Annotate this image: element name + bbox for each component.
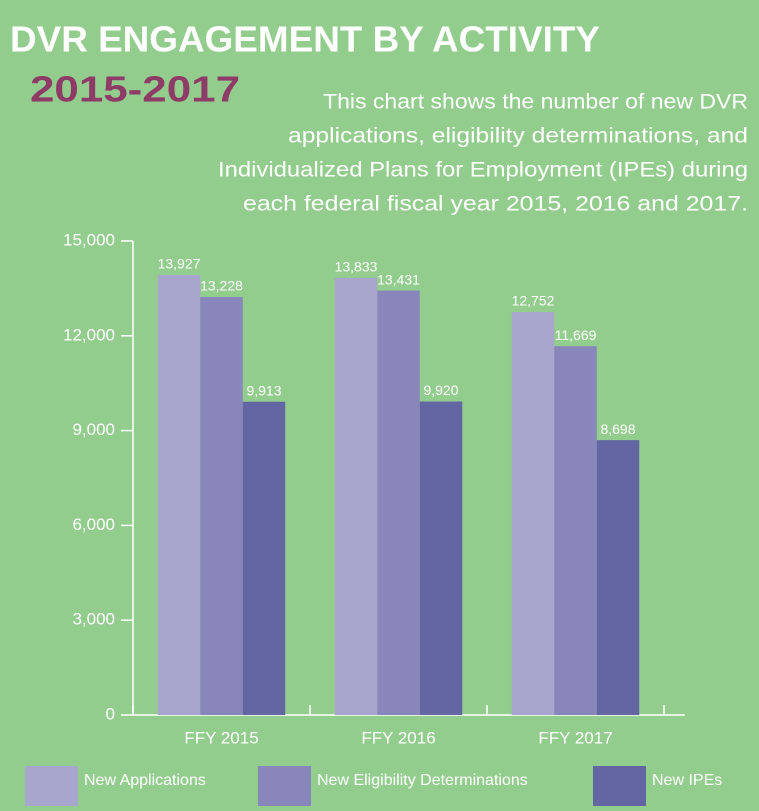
value-label: 13,431 <box>377 271 420 287</box>
value-label: 9,920 <box>423 382 458 398</box>
y-tick-label: 0 <box>106 704 115 723</box>
y-tick-label: 12,000 <box>63 325 115 344</box>
legend-swatch <box>258 766 311 806</box>
bar <box>242 401 286 715</box>
y-tick-label: 15,000 <box>63 230 115 249</box>
y-tick-label: 3,000 <box>72 610 115 629</box>
legend-label: New Applications <box>84 772 206 789</box>
value-label: 11,669 <box>555 327 597 343</box>
value-label: 13,927 <box>158 256 201 272</box>
description: Individualized Plans for Employment (IPE… <box>218 159 748 182</box>
chart-subtitle: 2015-2017 <box>30 69 240 110</box>
value-label: 12,752 <box>512 293 555 309</box>
value-label: 13,833 <box>335 259 378 275</box>
description: each federal fiscal year 2015, 2016 and … <box>243 193 748 216</box>
bar <box>419 401 463 715</box>
legend-label: New Eligibility Determinations <box>317 772 528 789</box>
legend-label: New IPEs <box>652 772 722 789</box>
legend-swatch <box>25 766 78 806</box>
y-tick-label: 9,000 <box>72 420 115 439</box>
description: This chart shows the number of new DVR <box>323 91 748 114</box>
y-tick-label: 6,000 <box>72 515 115 534</box>
value-label: 13,228 <box>200 278 243 294</box>
bar <box>200 296 243 715</box>
bar <box>157 274 201 715</box>
x-tick-label: FFY 2015 <box>184 728 258 747</box>
x-tick-label: FFY 2017 <box>538 728 612 747</box>
bar <box>377 290 420 715</box>
description: applications, eligibility determinations… <box>288 125 748 148</box>
chart-title: DVR ENGAGEMENT BY ACTIVITY <box>10 19 600 60</box>
bar <box>596 440 640 715</box>
value-label: 9,913 <box>246 382 281 398</box>
bar <box>554 346 597 715</box>
bar <box>511 312 555 715</box>
x-tick-label: FFY 2016 <box>361 728 435 747</box>
bar <box>334 277 378 715</box>
legend-swatch <box>593 766 646 806</box>
value-label: 8,698 <box>600 421 635 437</box>
